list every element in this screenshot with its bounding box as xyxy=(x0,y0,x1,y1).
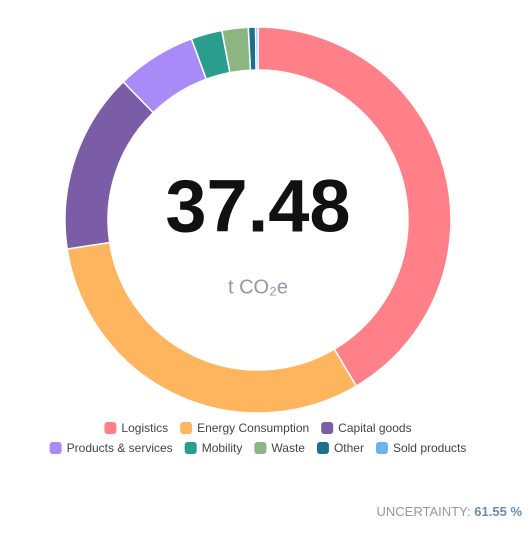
total-value: 37.48 xyxy=(165,165,350,248)
donut-segment xyxy=(66,241,358,414)
legend-item: Products & services xyxy=(49,441,173,455)
legend-label: Waste xyxy=(271,441,305,455)
donut-segment xyxy=(254,26,259,71)
legend-swatch xyxy=(184,442,197,454)
legend-label: Products & services xyxy=(67,441,173,455)
legend-item: Other xyxy=(316,441,364,455)
uncertainty: UNCERTAINTY: 61.55 % xyxy=(377,504,523,519)
legend-item: Mobility xyxy=(184,441,243,455)
legend-swatch xyxy=(104,422,117,434)
legend-item: Sold products xyxy=(375,441,466,455)
legend-swatch xyxy=(49,442,62,454)
legend-item: Energy Consumption xyxy=(180,421,309,435)
legend-item: Logistics xyxy=(104,421,168,435)
legend-item: Capital goods xyxy=(321,421,412,435)
uncertainty-value: 61.55 % xyxy=(474,504,522,519)
legend-item: Waste xyxy=(254,441,305,455)
unit-label: t CO₂e xyxy=(228,276,288,298)
uncertainty-label: UNCERTAINTY: xyxy=(377,504,471,519)
legend-swatch xyxy=(254,442,267,454)
legend-label: Sold products xyxy=(393,441,466,455)
donut xyxy=(64,26,452,414)
legend-label: Other xyxy=(334,441,364,455)
legend-label: Energy Consumption xyxy=(197,421,309,435)
legend-swatch xyxy=(375,442,388,454)
legend-swatch xyxy=(316,442,329,454)
donut-segment xyxy=(257,26,452,388)
legend-label: Logistics xyxy=(121,421,168,435)
legend-label: Capital goods xyxy=(338,421,411,435)
legend-swatch xyxy=(180,422,193,434)
legend: Logistics Energy Consumption Capital goods… xyxy=(49,421,466,455)
legend-swatch xyxy=(321,422,334,434)
donut-segment xyxy=(64,80,155,250)
legend-label: Mobility xyxy=(202,441,243,455)
